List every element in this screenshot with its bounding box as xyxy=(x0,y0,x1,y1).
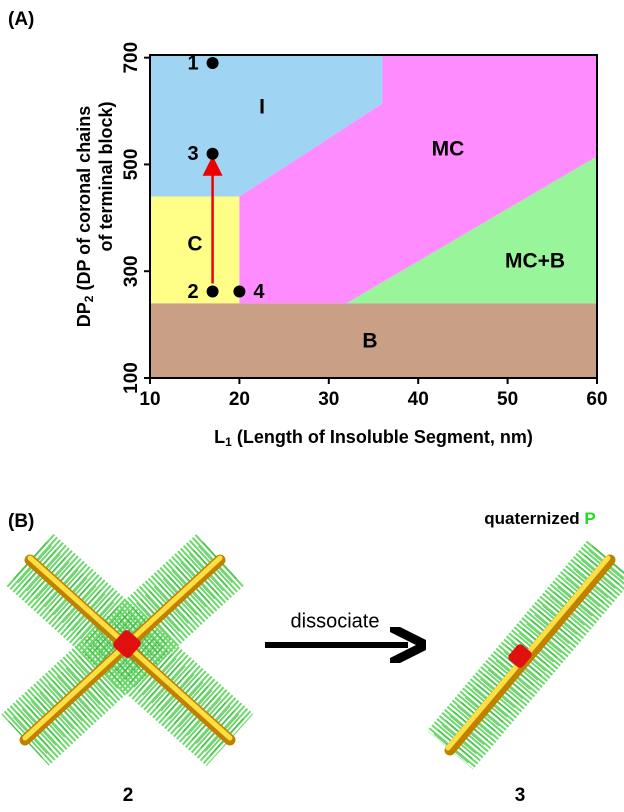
product-prefix: quaternized xyxy=(484,509,584,528)
y-tick-label: 500 xyxy=(121,149,142,181)
structure-label: 3 xyxy=(515,785,526,806)
illustration xyxy=(25,558,610,750)
x-label-main: L xyxy=(214,427,225,447)
point xyxy=(207,57,219,69)
point-label: 4 xyxy=(253,281,265,303)
action-label: dissociate xyxy=(291,610,380,632)
x-tick-label: 20 xyxy=(229,389,250,410)
region-label: MC+B xyxy=(505,250,565,273)
y-tick-label: 700 xyxy=(121,42,142,74)
figure: (A) (B) BCIMCMC+B13241020304050601003005… xyxy=(0,0,624,812)
y-axis-label: DP2 (DP of coronal chains xyxy=(74,106,96,327)
x-tick-label: 30 xyxy=(318,389,339,410)
point-label: 3 xyxy=(187,143,198,165)
x-tick-label: 40 xyxy=(408,389,429,410)
y-label-line1: (DP of coronal chains xyxy=(74,106,94,296)
x-label-rest: (Length of Insoluble Segment, nm) xyxy=(232,427,533,447)
panel-label: (B) xyxy=(8,511,34,532)
point xyxy=(233,286,245,298)
x-tick-label: 60 xyxy=(586,389,607,410)
product-letter: P xyxy=(584,509,595,528)
structure-label: 2 xyxy=(123,785,134,806)
y-tick-label: 100 xyxy=(121,362,142,394)
point xyxy=(207,286,219,298)
x-tick-label: 10 xyxy=(139,389,160,410)
region-label: B xyxy=(362,330,377,353)
product-label: quaternized P xyxy=(484,509,595,528)
panel-label: (A) xyxy=(8,9,34,30)
point xyxy=(207,148,219,160)
y-label-main: DP xyxy=(74,302,94,327)
y-axis-label: of terminal block) xyxy=(96,101,116,251)
x-tick-label: 50 xyxy=(497,389,518,410)
region-label: C xyxy=(187,233,202,256)
region-label: MC xyxy=(432,138,465,161)
region-label: I xyxy=(259,96,265,119)
point-label: 2 xyxy=(187,281,198,303)
y-tick-label: 300 xyxy=(121,255,142,287)
x-axis-label: L1 (Length of Insoluble Segment, nm) xyxy=(214,427,533,449)
